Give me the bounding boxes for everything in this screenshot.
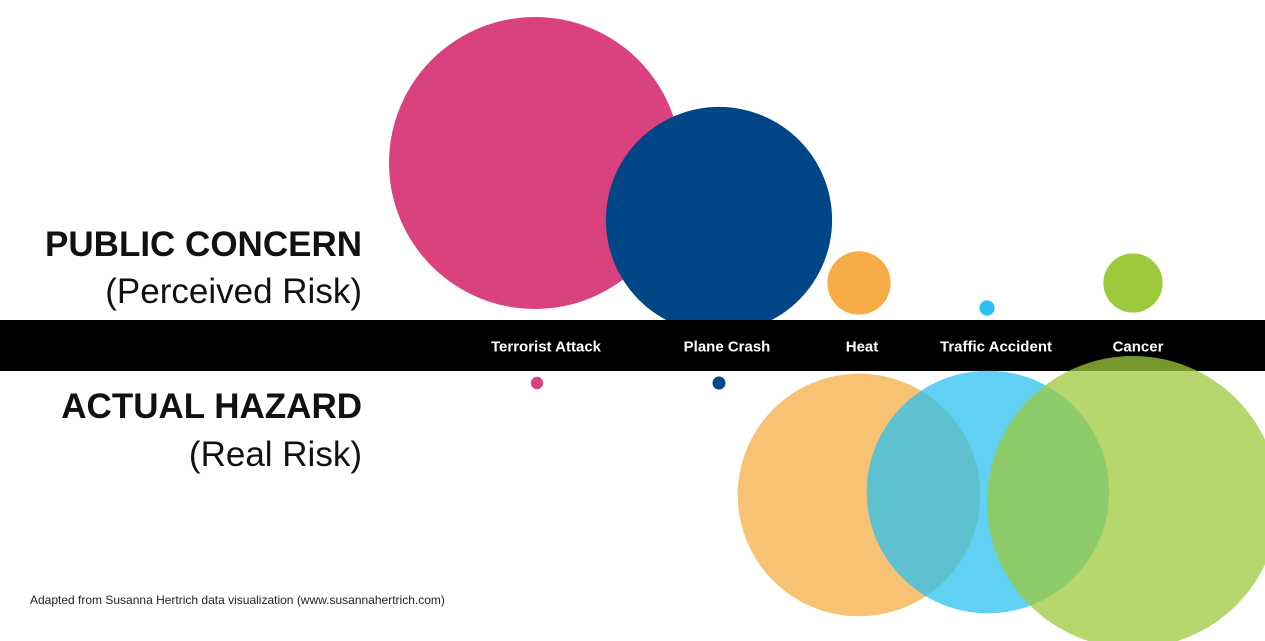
actual-hazard-bubble-plane-crash (712, 376, 726, 390)
public-concern-bubble-cancer (1103, 253, 1163, 313)
actual-hazard-bubble-cancer (987, 356, 1265, 641)
public-concern-bubble-traffic-accident (979, 300, 995, 316)
actual-hazard-bubble-terrorist-attack (530, 376, 544, 390)
public-concern-bubbles (389, 17, 1163, 334)
category-label-traffic-accident: Traffic Accident (940, 339, 1052, 356)
category-label-cancer: Cancer (1113, 339, 1164, 356)
category-label-plane-crash: Plane Crash (684, 339, 771, 356)
public-concern-bubble-plane-crash (605, 106, 833, 334)
category-label-heat: Heat (846, 339, 879, 356)
category-band (0, 320, 1265, 371)
category-labels: Terrorist Attack Plane Crash Heat Traffic A… (491, 339, 1164, 356)
public-concern-bubble-heat (827, 251, 891, 315)
public-concern-title: PUBLIC CONCERN (45, 225, 362, 264)
actual-hazard-title: ACTUAL HAZARD (61, 387, 362, 426)
category-label-terrorist-attack: Terrorist Attack (491, 339, 602, 356)
source-credit: Adapted from Susanna Hertrich data visua… (30, 593, 445, 607)
public-concern-subtitle: (Perceived Risk) (105, 272, 362, 311)
actual-hazard-subtitle: (Real Risk) (189, 435, 362, 474)
actual-hazard-bubbles (530, 356, 1265, 641)
